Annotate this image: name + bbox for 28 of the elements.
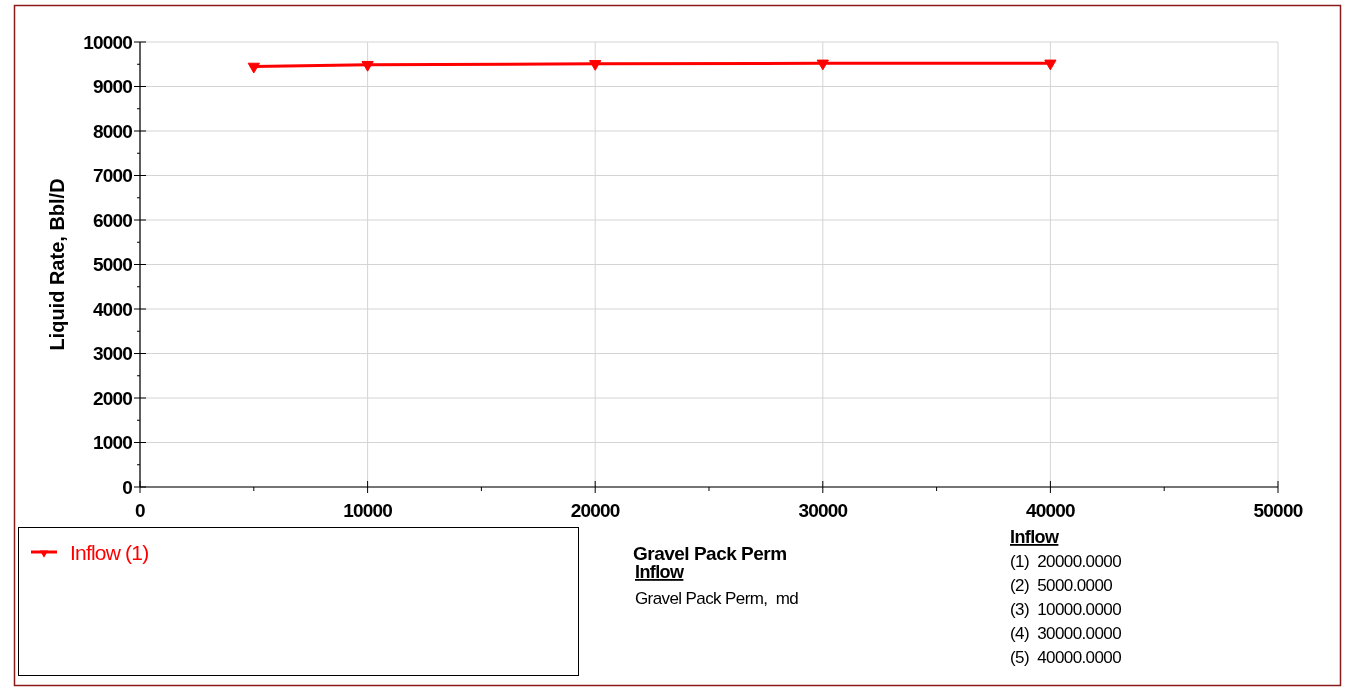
y-tick-label: 10000 [83,31,133,53]
y-tick-label: 5000 [92,254,133,276]
text: (5) 40000.0000 [1010,648,1122,667]
x-tick-label: 20000 [570,500,620,521]
text: Inflow [1010,527,1060,547]
y-tick-label: 9000 [92,76,133,98]
y-tick-label: 2000 [92,387,133,409]
y-tick-label: 4000 [92,298,133,320]
text: Inflow [635,562,685,582]
x-tick-label: 0 [135,500,146,521]
text: (3) 10000.0000 [1010,600,1122,619]
text: (1) 20000.0000 [1010,552,1122,571]
x-tick-label: 30000 [798,500,848,521]
y-tick-label: 7000 [92,165,133,187]
text: (2) 5000.0000 [1010,576,1113,595]
y-tick-label: 3000 [92,343,133,365]
text: Gravel Pack Perm, md [635,589,799,608]
x-tick-label: 10000 [343,500,393,521]
y-tick-label: 1000 [92,432,133,454]
x-axis-title: Gravel Pack Perm [633,543,787,564]
y-tick-label: 6000 [92,209,133,231]
text: (4) 30000.0000 [1010,624,1122,643]
x-tick-label: 50000 [1253,500,1303,521]
y-axis-title: Liquid Rate, Bbl/D [46,178,68,351]
y-tick-label: 0 [122,476,133,498]
y-tick-label: 8000 [92,120,133,142]
legend-label: Inflow (1) [70,541,149,564]
x-tick-label: 40000 [1025,500,1076,521]
